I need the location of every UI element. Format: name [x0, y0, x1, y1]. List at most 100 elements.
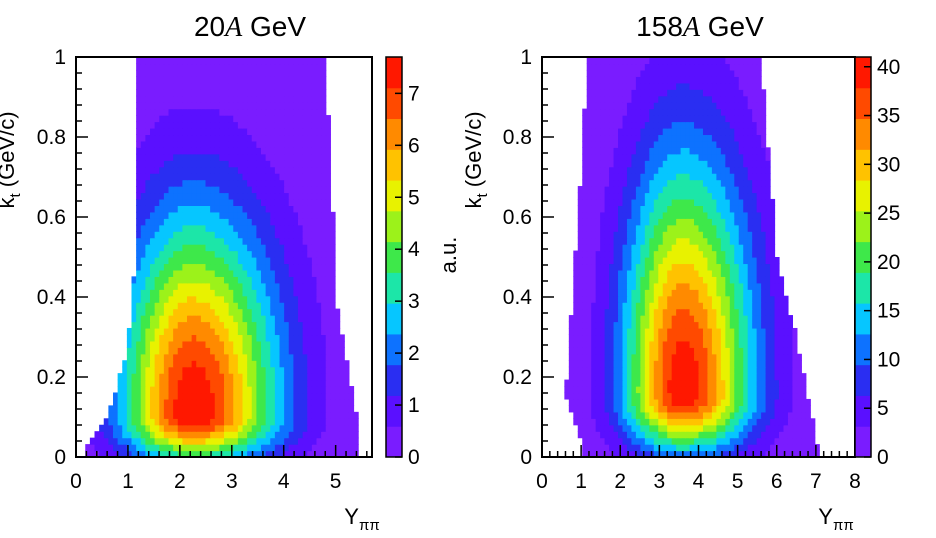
heatmap-cell — [814, 444, 820, 452]
heatmap-cell — [274, 250, 281, 258]
heatmap-cell — [698, 398, 704, 406]
heatmap-cell — [716, 295, 722, 303]
heatmap-cell — [224, 205, 230, 213]
heatmap-cell — [131, 386, 137, 394]
heatmap-cell — [196, 166, 202, 174]
heatmap-cell — [752, 237, 758, 245]
heatmap-cell — [251, 302, 257, 310]
heatmap-cell — [339, 405, 345, 413]
heatmap-cell — [725, 327, 731, 336]
heatmap-cell — [761, 269, 767, 277]
heatmap-cell — [330, 295, 336, 303]
heatmap-cell — [233, 244, 239, 252]
heatmap-cell — [810, 450, 816, 458]
heatmap-cell — [136, 340, 142, 348]
heatmap-cell — [288, 179, 294, 187]
heatmap-cell — [270, 353, 276, 361]
heatmap-cells — [85, 57, 359, 458]
heatmap-cell — [265, 147, 271, 155]
heatmap-cell — [631, 218, 637, 226]
heatmap-cell — [136, 179, 142, 187]
heatmap-cell — [756, 334, 762, 342]
heatmap-cell — [173, 89, 179, 97]
heatmap-cell — [288, 282, 294, 290]
heatmap-cell — [154, 392, 160, 400]
heatmap-cell — [702, 218, 709, 226]
heatmap-cell — [720, 360, 726, 368]
heatmap-cell — [122, 366, 128, 374]
heatmap-cell — [279, 379, 285, 387]
heatmap-cell — [765, 211, 771, 219]
heatmap-cell — [734, 340, 740, 348]
heatmap-cell — [187, 102, 193, 110]
heatmap-cell — [631, 263, 637, 271]
heatmap-cell — [676, 424, 682, 432]
heatmap-cell — [644, 347, 650, 355]
heatmap-cell — [787, 424, 793, 432]
heatmap-cell — [649, 257, 655, 265]
heatmap-cell — [251, 321, 257, 329]
heatmap-cell — [256, 160, 262, 168]
heatmap-cell — [205, 63, 211, 71]
heatmap-cell — [698, 379, 704, 387]
heatmap-cell — [270, 360, 276, 368]
heatmap-cell — [783, 373, 789, 381]
heatmap-cell — [774, 424, 780, 432]
heatmap-cell — [145, 108, 151, 116]
heatmap-cell — [145, 153, 151, 161]
heatmap-cell — [680, 308, 686, 316]
heatmap-cell — [251, 392, 257, 400]
heatmap-cell — [765, 295, 771, 303]
heatmap-cell — [293, 205, 299, 213]
heatmap-cell — [618, 250, 624, 258]
heatmap-cell — [752, 437, 758, 445]
heatmap-cell — [247, 237, 253, 245]
heatmap-cell — [145, 250, 151, 258]
heatmap-cell — [635, 315, 641, 323]
heatmap-cell — [353, 424, 359, 432]
heatmap-cell — [716, 224, 722, 232]
heatmap-cell — [210, 289, 216, 297]
heatmap-cell — [237, 360, 244, 368]
heatmap-cell — [716, 263, 722, 271]
heatmap-cell — [214, 179, 220, 187]
heatmap-cell — [667, 231, 673, 239]
heatmap-cell — [191, 308, 197, 316]
heatmap-cell — [635, 398, 641, 406]
heatmap-cell — [676, 386, 682, 394]
heatmap-cell — [288, 127, 294, 136]
heatmap-cell — [251, 231, 257, 239]
heatmap-cell — [671, 295, 677, 303]
heatmap-cell — [242, 334, 248, 342]
heatmap-cell — [261, 398, 267, 406]
heatmap-cell — [270, 424, 276, 432]
heatmap-cell — [256, 95, 262, 103]
heatmap-cell — [640, 405, 646, 413]
heatmap-cell — [609, 347, 615, 355]
heatmap-cell — [698, 244, 704, 252]
heatmap-cell — [582, 334, 588, 342]
heatmap-cell — [187, 244, 193, 252]
heatmap-cell — [168, 321, 174, 329]
heatmap-cell — [618, 276, 624, 284]
heatmap-cell — [667, 218, 673, 226]
heatmap-cell — [573, 353, 579, 361]
heatmap-cell — [122, 373, 128, 381]
heatmap-cell — [653, 418, 659, 426]
heatmap-cell — [752, 308, 758, 316]
heatmap-cell — [747, 424, 753, 432]
heatmap-cell — [168, 392, 174, 400]
heatmap-cell — [707, 302, 713, 310]
heatmap-cell — [187, 437, 193, 445]
heatmap-cell — [293, 218, 299, 226]
heatmap-cell — [644, 321, 650, 329]
heatmap-cell — [140, 127, 146, 136]
heatmap-cell — [293, 366, 299, 374]
heatmap-cell — [761, 211, 767, 219]
heatmap-cell — [676, 353, 682, 361]
heatmap-cell — [595, 366, 601, 374]
heatmap-cell — [609, 405, 615, 413]
heatmap-cell — [140, 205, 146, 213]
heatmap-cell — [344, 398, 350, 406]
heatmap-cell — [671, 347, 677, 355]
